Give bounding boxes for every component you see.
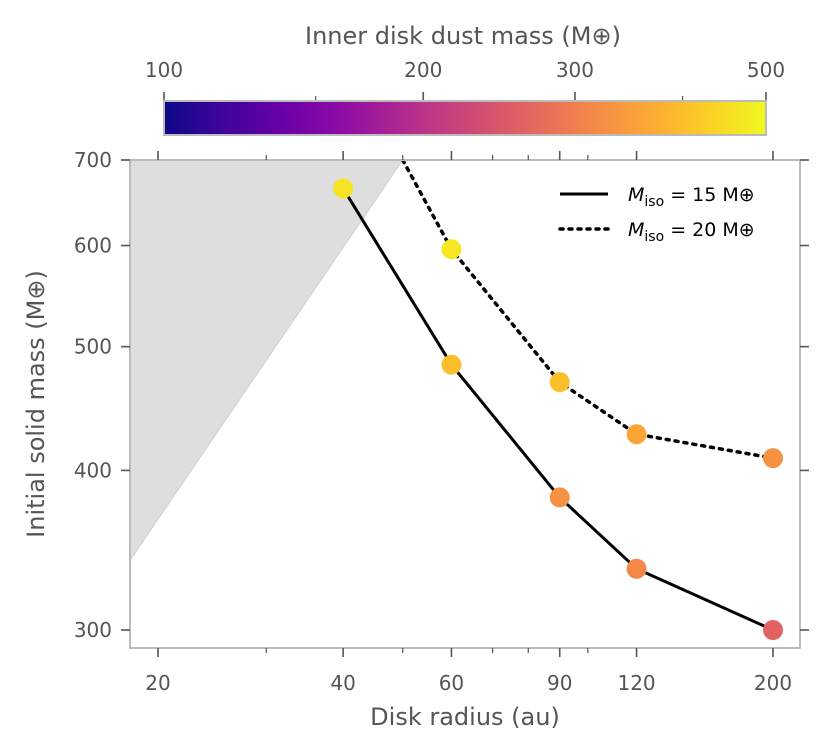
x-axis-ticks: 20 40 60 90 120 200	[145, 151, 792, 695]
colorbar-tick-label: 100	[145, 58, 183, 82]
series-points	[333, 178, 783, 640]
data-point	[333, 178, 354, 199]
colorbar-ticks: 100 200 300 500	[145, 58, 785, 101]
colorbar: Inner disk dust mass (M⊕) 100 200 300 500	[145, 22, 785, 136]
x-axis-label: Disk radius (au)	[370, 703, 560, 731]
x-tick-label: 60	[439, 671, 464, 695]
y-axis-label: Initial solid mass (M⊕)	[22, 270, 50, 538]
data-point	[763, 620, 783, 640]
y-tick-label: 400	[74, 458, 112, 482]
legend-label: Miso = 15 M⊕	[628, 184, 755, 210]
series-line	[341, 187, 774, 632]
x-tick-label: 40	[330, 671, 355, 695]
y-tick-label: 600	[74, 234, 112, 258]
x-tick-label: 90	[547, 671, 572, 695]
data-point	[441, 239, 462, 260]
x-tick-label: 200	[754, 671, 792, 695]
legend-label: Miso = 20 M⊕	[628, 219, 755, 245]
data-point	[626, 424, 647, 445]
data-point	[441, 354, 462, 375]
colorbar-label: Inner disk dust mass (M⊕)	[305, 22, 621, 50]
data-point	[763, 448, 783, 469]
y-tick-label: 500	[74, 335, 112, 359]
x-tick-label: 20	[145, 671, 170, 695]
plot-area: 20 40 60 90 120 200 300 400 500 600 700 Disk radi…	[22, 148, 809, 731]
excluded-region	[130, 160, 404, 562]
x-tick-label: 120	[617, 671, 655, 695]
data-point	[626, 558, 647, 579]
legend: Miso = 15 M⊕ Miso = 20 M⊕	[558, 184, 755, 245]
y-tick-label: 300	[74, 618, 112, 642]
colorbar-gradient	[163, 100, 767, 136]
plot-frame	[129, 159, 801, 649]
colorbar-tick-label: 200	[404, 58, 442, 82]
colorbar-tick-label: 300	[556, 58, 594, 82]
data-point	[549, 487, 570, 508]
colorbar-tick-label: 500	[747, 58, 785, 82]
y-axis-ticks: 300 400 500 600 700	[74, 148, 809, 642]
y-tick-label: 700	[74, 148, 112, 172]
data-point	[549, 372, 570, 393]
